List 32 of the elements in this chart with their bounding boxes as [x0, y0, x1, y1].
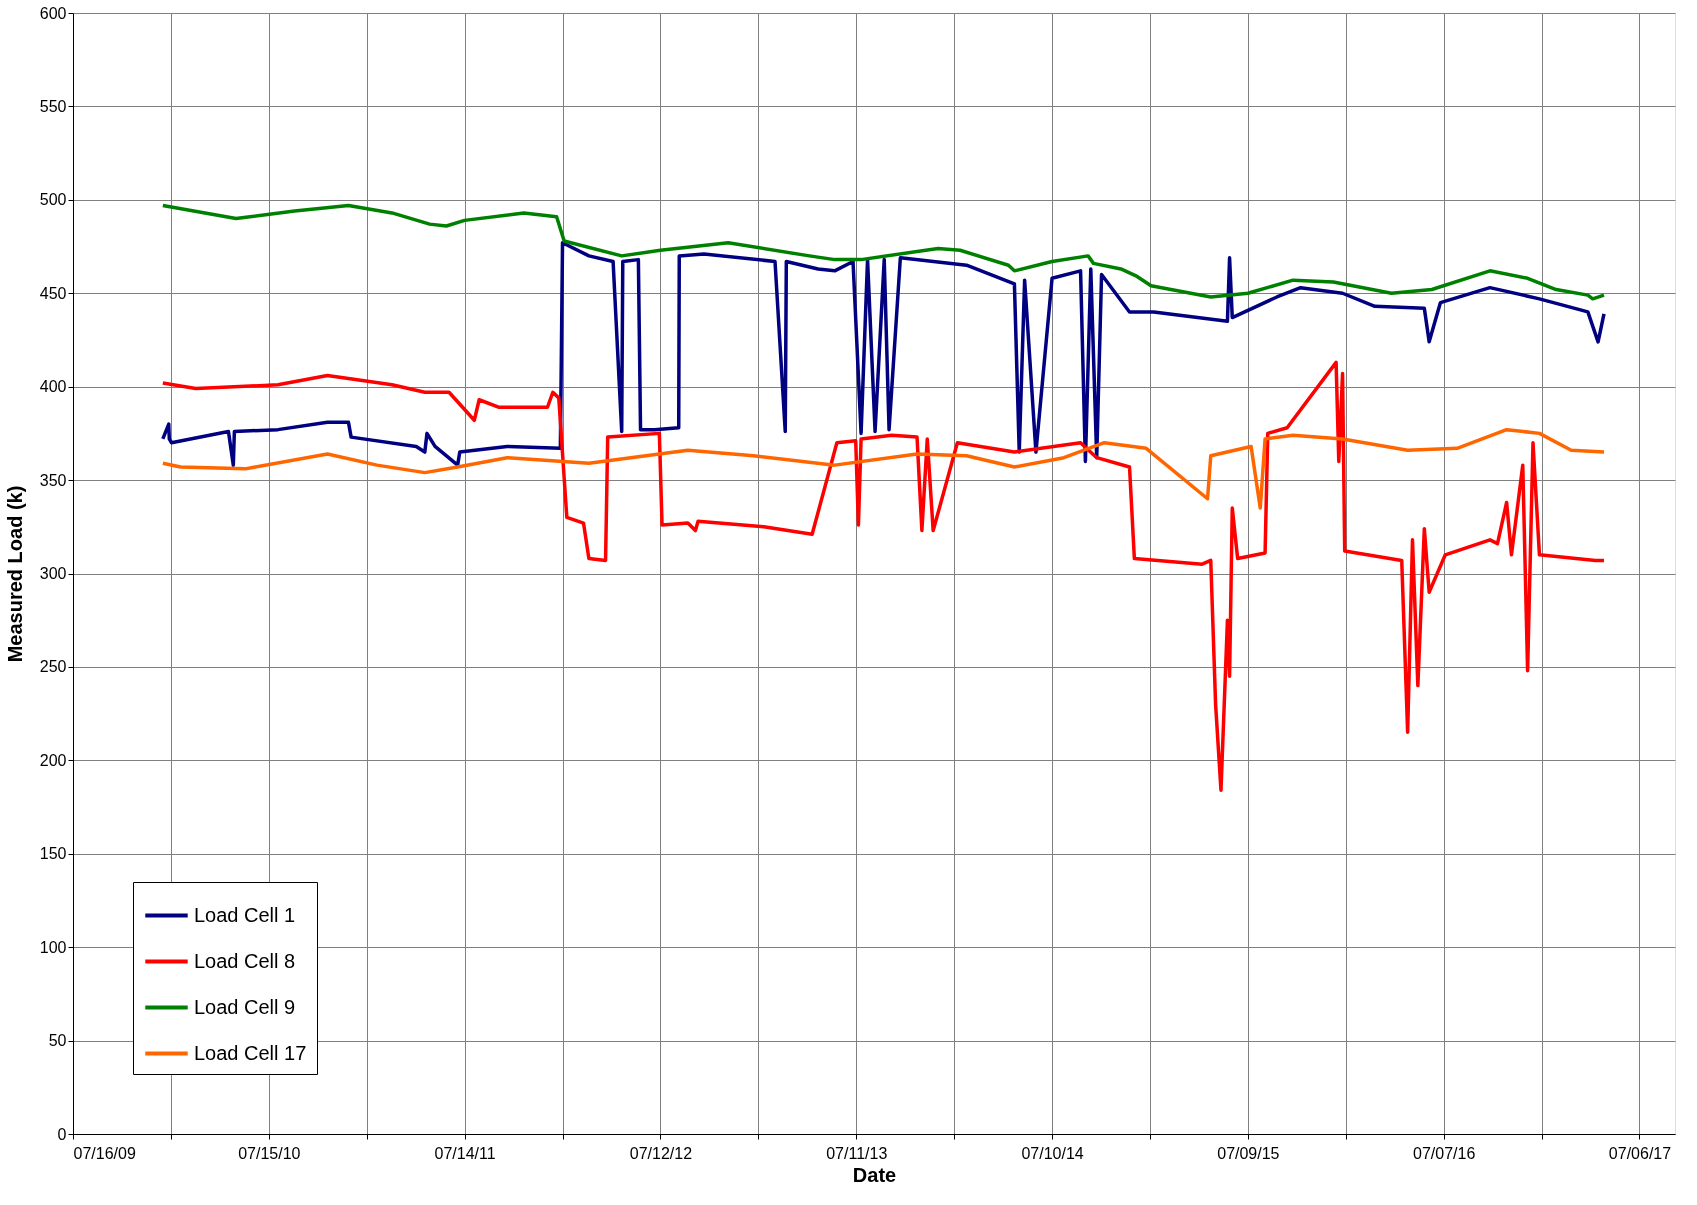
- x-tick-label: 07/10/14: [1021, 1144, 1084, 1162]
- x-tick-label: 07/15/10: [238, 1144, 301, 1162]
- line-series: [161, 360, 1606, 792]
- x-tick-label: 07/06/17: [1608, 1144, 1672, 1162]
- line-series: [161, 427, 1606, 510]
- y-tick-label: 50: [48, 1032, 67, 1050]
- x-axis-title: Date: [852, 1163, 897, 1186]
- x-tick-label: 07/09/15: [1217, 1144, 1280, 1162]
- x-tick-label: 07/16/09: [73, 1144, 136, 1162]
- legend-label: Load Cell 17: [194, 1041, 307, 1064]
- y-tick-label: 100: [39, 938, 67, 956]
- y-axis-title: Measured Load (k): [3, 485, 26, 663]
- y-tick-label: 350: [39, 471, 67, 489]
- y-tick-label: 250: [39, 658, 67, 676]
- x-tick-label: 07/12/12: [629, 1144, 693, 1162]
- y-tick-label: 400: [39, 378, 67, 396]
- legend-label: Load Cell 1: [194, 903, 296, 926]
- y-tick-label: 600: [39, 4, 67, 22]
- y-tick-label: 500: [39, 191, 67, 209]
- y-tick-label: 0: [57, 1125, 67, 1143]
- y-tick-label: 450: [39, 284, 67, 302]
- y-tick-label: 550: [39, 97, 67, 115]
- x-tick-label: 07/11/13: [826, 1144, 888, 1162]
- legend-label: Load Cell 9: [194, 995, 296, 1018]
- y-tick-label: 300: [39, 565, 67, 582]
- y-tick-label: 150: [39, 845, 67, 863]
- line-series: [161, 203, 1606, 301]
- y-tick-label: 200: [39, 751, 67, 769]
- legend-label: Load Cell 8: [194, 949, 296, 972]
- x-tick-label: 07/14/11: [434, 1144, 496, 1162]
- x-tick-label: 07/07/16: [1413, 1144, 1476, 1162]
- line-series: [161, 241, 1606, 467]
